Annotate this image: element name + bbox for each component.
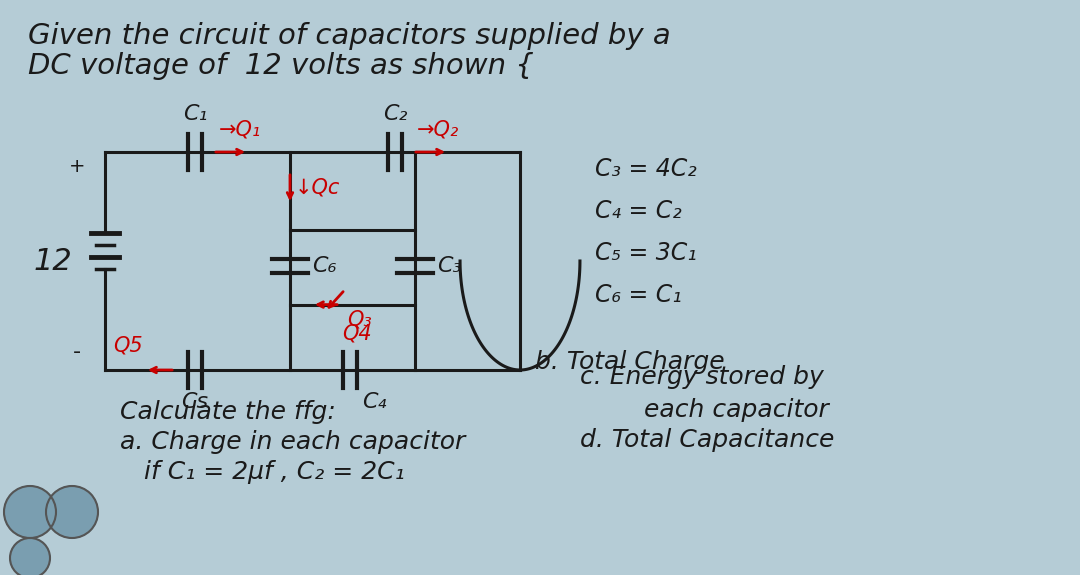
Text: ↓Qc: ↓Qc <box>295 178 340 198</box>
Text: Given the circuit of capacitors supplied by a: Given the circuit of capacitors supplied… <box>28 22 671 50</box>
Text: Q4: Q4 <box>342 324 372 344</box>
Text: each capacitor: each capacitor <box>620 398 828 422</box>
Text: C₆: C₆ <box>312 256 336 276</box>
Text: C₄: C₄ <box>362 392 387 412</box>
Text: C₅ = 3C₁: C₅ = 3C₁ <box>595 241 697 265</box>
Text: d. Total Capacitance: d. Total Capacitance <box>580 428 835 452</box>
Text: Q5: Q5 <box>113 336 143 356</box>
Text: b. Total Charge: b. Total Charge <box>535 350 725 374</box>
Text: Cs: Cs <box>181 392 208 412</box>
Text: if C₁ = 2μf , C₂ = 2C₁: if C₁ = 2μf , C₂ = 2C₁ <box>120 460 405 484</box>
Text: C₃: C₃ <box>437 256 461 276</box>
Circle shape <box>4 486 56 538</box>
Text: Calculate the ffg:: Calculate the ffg: <box>120 400 336 424</box>
Text: c. Energy stored by: c. Energy stored by <box>580 365 824 389</box>
Text: DC voltage of  12 volts as shown {: DC voltage of 12 volts as shown { <box>28 52 534 80</box>
Circle shape <box>46 486 98 538</box>
Text: a. Charge in each capacitor: a. Charge in each capacitor <box>120 430 465 454</box>
Text: C₆ = C₁: C₆ = C₁ <box>595 283 681 307</box>
Circle shape <box>10 538 50 575</box>
Text: C₂: C₂ <box>382 104 407 124</box>
Text: Q₃: Q₃ <box>347 309 372 329</box>
Text: -: - <box>73 342 81 362</box>
Text: +: + <box>69 157 85 176</box>
Text: →Q₂: →Q₂ <box>417 120 459 140</box>
Text: 12: 12 <box>33 247 72 275</box>
Text: C₃ = 4C₂: C₃ = 4C₂ <box>595 157 697 181</box>
Text: C₁: C₁ <box>183 104 207 124</box>
Text: C₄ = C₂: C₄ = C₂ <box>595 199 681 223</box>
Text: →Q₁: →Q₁ <box>219 120 261 140</box>
